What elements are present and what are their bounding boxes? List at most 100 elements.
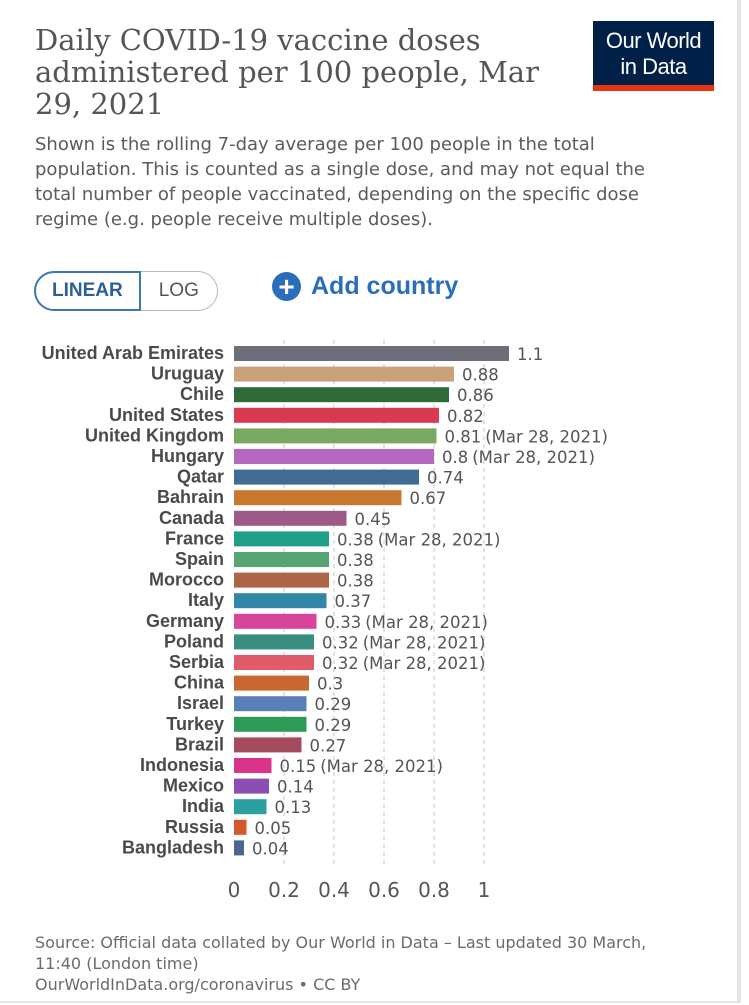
bar-row[interactable]: France 0.38 (Mar 28, 2021) — [165, 528, 501, 549]
value-label: 0.15 (Mar 28, 2021) — [280, 757, 443, 776]
logo-line-1: Our World — [605, 28, 702, 53]
bar-row[interactable]: Israel 0.29 — [177, 693, 351, 714]
source-line-1: Source: Official data collated by Our Wo… — [35, 933, 647, 973]
chart-subtitle: Shown is the rolling 7-day average per 1… — [35, 134, 645, 230]
country-label: Canada — [159, 508, 225, 528]
value-label: 0.13 — [275, 798, 312, 817]
bar[interactable] — [234, 655, 314, 670]
bar[interactable] — [234, 510, 347, 526]
bar[interactable] — [234, 366, 454, 382]
value-number: 0.45 — [355, 510, 392, 529]
bar-row[interactable]: Brazil 0.27 — [175, 734, 346, 755]
bar-row[interactable]: China 0.3 — [174, 673, 343, 694]
bar-row[interactable]: United States 0.82 — [109, 405, 484, 426]
value-label: 0.8 (Mar 28, 2021) — [442, 448, 595, 467]
bar-row[interactable]: Germany 0.33 (Mar 28, 2021) — [146, 611, 488, 632]
bar[interactable] — [234, 593, 327, 609]
bar[interactable] — [234, 407, 439, 423]
bar[interactable] — [234, 387, 449, 403]
value-label: 0.32 (Mar 28, 2021) — [322, 654, 485, 673]
bar[interactable] — [234, 799, 267, 815]
value-number: 0.32 — [322, 633, 359, 652]
add-country-button[interactable]: + Add country — [272, 272, 458, 301]
country-label: Brazil — [175, 734, 224, 754]
bar-row[interactable]: Hungary 0.8 (Mar 28, 2021) — [151, 446, 595, 467]
bar-row[interactable]: United Kingdom 0.81 (Mar 28, 2021) — [85, 425, 608, 446]
log-scale-button[interactable]: LOG — [140, 271, 218, 311]
bar[interactable] — [234, 696, 307, 712]
value-number: 0.13 — [275, 798, 312, 817]
bar[interactable] — [234, 552, 329, 567]
bar-row[interactable]: Bahrain 0.67 — [157, 487, 446, 508]
value-date-note: (Mar 28, 2021) — [472, 448, 595, 467]
bar-row[interactable]: Uruguay 0.88 — [151, 364, 499, 385]
bar-row[interactable]: India 0.13 — [182, 796, 311, 817]
country-label: Italy — [188, 590, 224, 610]
value-number: 0.27 — [310, 736, 347, 755]
bar[interactable] — [234, 778, 269, 794]
bar-row[interactable]: Italy 0.37 — [188, 590, 371, 611]
bar-chart: United Arab Emirates 1.1 Uruguay 0.88 Chile 0… — [42, 340, 608, 902]
value-date-note: (Mar 28, 2021) — [485, 427, 608, 446]
country-label: Uruguay — [151, 364, 224, 384]
country-label: Israel — [177, 693, 224, 713]
value-label: 0.81 (Mar 28, 2021) — [445, 427, 608, 446]
chart-title: Daily COVID-19 vaccine doses administere… — [35, 23, 539, 121]
value-number: 0.74 — [427, 469, 464, 488]
bar-row[interactable]: Morocco 0.38 — [149, 570, 374, 591]
bar[interactable] — [234, 634, 314, 650]
bar-row[interactable]: Spain 0.38 — [175, 549, 374, 570]
bar[interactable] — [234, 840, 244, 856]
bar-row[interactable]: Poland 0.32 (Mar 28, 2021) — [164, 631, 486, 652]
country-label: United Kingdom — [85, 425, 224, 445]
source-note: Source: Official data collated by Our Wo… — [35, 932, 675, 995]
plus-circle-icon: + — [272, 272, 301, 301]
bar-row[interactable]: Turkey 0.29 — [166, 714, 351, 735]
country-label: United Arab Emirates — [42, 343, 224, 363]
value-number: 0.14 — [277, 778, 314, 797]
bar[interactable] — [234, 613, 317, 629]
bar[interactable] — [234, 737, 302, 753]
value-number: 0.82 — [447, 407, 484, 426]
bar-row[interactable]: Qatar 0.74 — [177, 467, 464, 488]
scale-toggle: LINEAR LOG — [34, 271, 218, 311]
bar[interactable] — [234, 490, 402, 506]
bar[interactable] — [234, 346, 509, 361]
value-label: 0.33 (Mar 28, 2021) — [325, 613, 488, 632]
logo-line-2: in Data — [620, 54, 687, 79]
x-tick-label: 1 — [478, 878, 491, 902]
bar-row[interactable]: Chile 0.86 — [180, 384, 494, 405]
value-date-note: (Mar 28, 2021) — [363, 633, 486, 652]
value-number: 0.88 — [462, 366, 499, 385]
bar[interactable] — [234, 758, 272, 773]
country-label: Germany — [146, 611, 224, 631]
bar-row[interactable]: Bangladesh 0.04 — [122, 837, 289, 858]
bar[interactable] — [234, 819, 247, 835]
linear-scale-button[interactable]: LINEAR — [34, 271, 141, 311]
country-label: Russia — [165, 817, 225, 837]
value-label: 0.14 — [277, 778, 314, 797]
bar-row[interactable]: Canada 0.45 — [159, 508, 391, 529]
owid-logo[interactable]: Our World in Data — [593, 21, 714, 91]
value-number: 0.38 — [337, 551, 374, 570]
x-tick-label: 0.2 — [268, 878, 300, 902]
bar[interactable] — [234, 572, 329, 588]
bar[interactable] — [234, 449, 434, 464]
bar-row[interactable]: Mexico 0.14 — [163, 776, 314, 797]
bar-row[interactable]: Indonesia 0.15 (Mar 28, 2021) — [140, 755, 443, 776]
country-label: Qatar — [177, 467, 224, 487]
country-label: Turkey — [166, 714, 224, 734]
bar[interactable] — [234, 716, 307, 732]
value-date-note: (Mar 28, 2021) — [320, 757, 443, 776]
bar[interactable] — [234, 675, 309, 691]
value-label: 0.74 — [427, 469, 464, 488]
bar[interactable] — [234, 531, 329, 547]
bar[interactable] — [234, 469, 419, 485]
bar-row[interactable]: Serbia 0.32 (Mar 28, 2021) — [169, 652, 486, 673]
value-number: 0.3 — [317, 675, 343, 694]
value-number: 0.86 — [457, 386, 494, 405]
value-number: 0.33 — [325, 613, 362, 632]
bar[interactable] — [234, 428, 437, 444]
bar-row[interactable]: United Arab Emirates 1.1 — [42, 343, 544, 364]
bar-row[interactable]: Russia 0.05 — [165, 817, 291, 838]
